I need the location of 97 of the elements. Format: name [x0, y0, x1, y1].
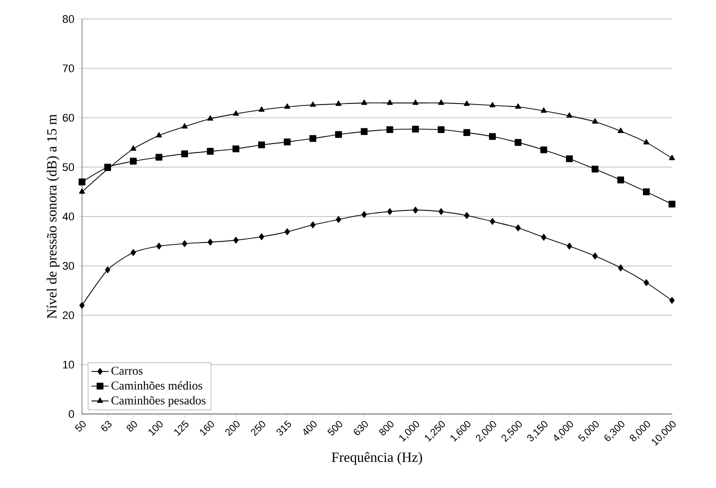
point	[386, 100, 393, 105]
x-tick-label: 160	[200, 420, 214, 436]
point	[438, 100, 444, 105]
point	[208, 238, 213, 246]
y-tick-label: 20	[62, 311, 74, 320]
point	[618, 264, 624, 272]
point	[130, 158, 137, 165]
point	[669, 297, 675, 304]
point	[515, 103, 522, 109]
point	[592, 118, 598, 124]
point	[412, 126, 419, 133]
point	[207, 115, 214, 121]
point	[206, 148, 214, 155]
point	[232, 110, 239, 116]
point	[489, 102, 496, 108]
x-tick-label: 500	[327, 420, 342, 436]
point	[514, 139, 522, 146]
y-tick-label: 30	[62, 262, 74, 270]
point	[233, 236, 239, 244]
point	[284, 228, 290, 236]
x-tick-label: 250	[250, 420, 266, 436]
x-tick-label: 630	[354, 420, 368, 436]
point	[130, 145, 136, 151]
x-tick-label: 125	[174, 420, 188, 436]
point	[412, 100, 418, 105]
point	[284, 138, 291, 146]
point	[464, 212, 470, 219]
point	[464, 100, 470, 106]
y-tick-label: 50	[62, 163, 74, 172]
point	[105, 266, 110, 274]
y-tick-label: 10	[63, 360, 74, 369]
x-tick-label: 800	[379, 420, 394, 436]
point	[490, 218, 496, 225]
point	[182, 240, 188, 248]
legend-label: Carros	[111, 366, 143, 375]
point	[566, 242, 572, 250]
point	[309, 135, 316, 142]
y-tick-label: 60	[62, 114, 74, 122]
y-tick-label: 70	[62, 64, 74, 72]
y-tick-label: 0	[68, 410, 74, 418]
point	[438, 126, 445, 133]
point	[130, 249, 136, 256]
x-tick-label: 400	[304, 420, 317, 436]
point	[258, 233, 264, 240]
point	[668, 200, 676, 208]
point	[362, 211, 367, 218]
point	[336, 216, 342, 223]
point	[79, 302, 85, 309]
point	[515, 224, 521, 232]
point	[541, 234, 546, 241]
point	[361, 100, 368, 105]
point	[360, 128, 368, 135]
point	[78, 178, 86, 186]
point	[566, 155, 573, 162]
point	[258, 142, 265, 148]
point	[463, 129, 470, 136]
point	[617, 176, 624, 184]
legend-label: Caminhões pesados	[111, 396, 206, 407]
x-tick-label: 315	[276, 420, 292, 436]
y-axis-title: Nível de pressão sonora (dB) a 15 m	[46, 114, 60, 319]
point	[566, 112, 572, 118]
point	[618, 128, 624, 133]
point	[232, 145, 240, 152]
x-tick-label: 63	[101, 420, 112, 432]
x-tick-label: 50	[74, 420, 86, 432]
point	[489, 133, 496, 140]
x-axis-title: Frequência (Hz)	[332, 452, 422, 465]
y-tick-label: 40	[62, 212, 74, 220]
point	[79, 188, 86, 194]
point	[540, 107, 547, 113]
point	[335, 131, 342, 138]
point	[386, 126, 394, 133]
point	[258, 106, 265, 112]
x-tick-label: 100	[148, 420, 163, 436]
point	[182, 123, 188, 129]
point	[284, 103, 290, 109]
point	[642, 188, 650, 196]
point	[643, 139, 650, 144]
point	[412, 206, 418, 214]
point	[644, 279, 649, 286]
x-tick-label: 200	[225, 420, 240, 436]
x-tick-label: 80	[126, 420, 137, 432]
point	[592, 252, 598, 260]
point	[387, 208, 392, 215]
point	[181, 150, 188, 158]
point	[310, 102, 316, 107]
point	[156, 154, 162, 161]
point	[668, 154, 675, 160]
point	[336, 100, 342, 106]
point	[592, 166, 598, 172]
point	[438, 208, 444, 215]
point	[310, 221, 316, 228]
point	[540, 146, 548, 154]
point	[156, 132, 162, 138]
point	[156, 242, 162, 250]
y-tick-label: 80	[62, 15, 74, 23]
legend-label: Caminhões médios	[111, 381, 202, 390]
